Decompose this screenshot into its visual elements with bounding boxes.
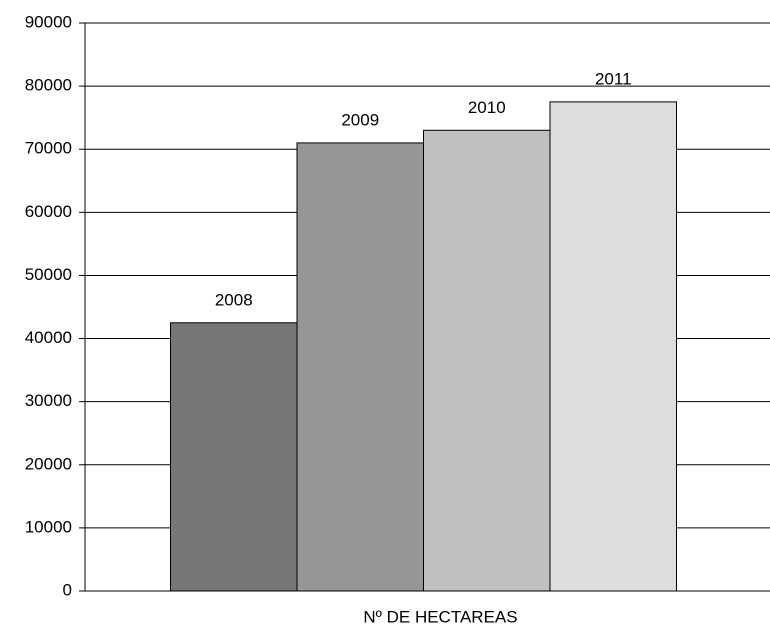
bar <box>423 129 551 592</box>
y-tick-label: 80000 <box>25 76 72 95</box>
bar-label: 2009 <box>341 110 379 129</box>
y-tick-label: 30000 <box>25 391 72 410</box>
bar <box>170 322 298 592</box>
bar <box>296 142 424 592</box>
y-tick-label: 70000 <box>25 139 72 158</box>
bar <box>549 101 677 592</box>
y-tick-label: 20000 <box>25 454 72 473</box>
x-tick-label: Nº DE HECTAREAS <box>363 607 517 626</box>
y-tick-label: 90000 <box>25 12 72 31</box>
y-tick-label: 60000 <box>25 202 72 221</box>
bar-label: 2010 <box>468 98 506 117</box>
y-tick-label: 0 <box>63 580 72 599</box>
bar-label: 2008 <box>215 290 253 309</box>
bar-label: 2011 <box>595 69 632 88</box>
y-tick-label: 10000 <box>25 517 72 536</box>
y-tick-label: 50000 <box>25 265 72 284</box>
y-tick-label: 40000 <box>25 328 72 347</box>
